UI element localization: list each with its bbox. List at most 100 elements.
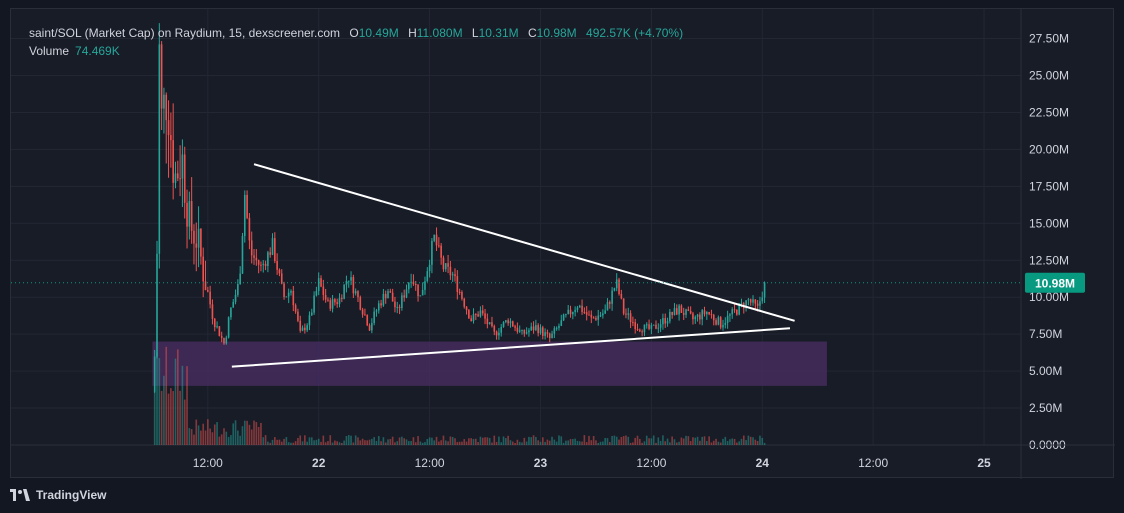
- volume-bar: [352, 442, 355, 445]
- volume-bar: [689, 441, 692, 445]
- volume-bar: [474, 438, 477, 445]
- volume-bar: [412, 437, 415, 445]
- volume-bar: [343, 440, 345, 445]
- candle-body: [451, 274, 454, 276]
- volume-bar: [306, 441, 308, 445]
- volume-bar: [521, 442, 523, 445]
- candle-body: [364, 314, 366, 316]
- legend-symbol-line: saint/SOL (Market Cap) on Raydium, 15, d…: [29, 24, 683, 42]
- volume-bar: [551, 436, 553, 445]
- candle-body: [361, 309, 364, 315]
- candle-body: [186, 202, 188, 227]
- candle-body: [366, 315, 369, 326]
- candle-body: [662, 318, 664, 325]
- candle-body: [315, 290, 318, 296]
- volume-bar: [726, 441, 729, 445]
- candle-body: [629, 313, 632, 323]
- volume-bar: [465, 441, 468, 445]
- volume-bar: [382, 437, 385, 445]
- volume-bar: [740, 438, 743, 445]
- candlestick-chart[interactable]: 27.50M 25.00M 22.50M 20.00M 17.50M 15.00M 12.5…: [11, 9, 1115, 479]
- candle-body: [756, 303, 759, 306]
- candle-body: [260, 264, 262, 266]
- candle-body: [181, 154, 184, 179]
- volume-bar: [424, 442, 426, 445]
- brand-text: TradingView: [36, 488, 107, 502]
- candle-body: [627, 313, 630, 315]
- candle-body: [636, 329, 639, 331]
- x-tick-label: 12:00: [415, 456, 445, 470]
- volume-bar: [345, 436, 348, 445]
- volume-bar: [463, 439, 466, 445]
- volume-bar: [574, 438, 576, 445]
- volume-bar: [216, 422, 218, 445]
- low-value: 10.31M: [478, 26, 519, 40]
- chart-panel[interactable]: 27.50M 25.00M 22.50M 20.00M 17.50M 15.00M 12.5…: [10, 8, 1115, 479]
- volume-bar: [287, 442, 290, 445]
- volume-bar: [186, 366, 188, 445]
- volume-bar: [495, 441, 498, 445]
- candle-body: [717, 317, 720, 325]
- volume-bar: [761, 437, 764, 445]
- candle-body: [403, 295, 405, 298]
- volume-bar: [729, 439, 731, 445]
- candle-body: [606, 302, 609, 311]
- candle-body: [581, 305, 583, 312]
- candle-body: [262, 263, 265, 265]
- candle-body: [752, 299, 754, 303]
- volume-bar: [618, 439, 620, 445]
- volume-bar: [493, 435, 496, 445]
- candle-body: [243, 194, 246, 237]
- candle-body: [274, 238, 276, 262]
- y-tick-label: 27.50M: [1029, 32, 1069, 46]
- volume-bar: [569, 439, 572, 445]
- volume-bar: [174, 358, 177, 445]
- volume-bar: [262, 437, 265, 445]
- tradingview-footer[interactable]: TradingView: [10, 486, 106, 504]
- volume-bar: [183, 399, 186, 445]
- volume-bar: [558, 435, 560, 445]
- candle-body: [664, 318, 667, 324]
- volume-bar: [620, 436, 623, 445]
- volume-bar: [678, 441, 680, 445]
- volume-bar: [359, 440, 362, 445]
- volume-bar: [202, 423, 205, 445]
- candle-body: [297, 311, 299, 321]
- candle-body: [675, 308, 678, 315]
- volume-bar: [622, 436, 625, 445]
- volume-label[interactable]: Volume: [29, 44, 70, 58]
- volume-bar: [634, 437, 637, 445]
- volume-bar: [285, 437, 288, 445]
- candle-body: [710, 314, 713, 316]
- candle-body: [338, 297, 341, 304]
- candle-body: [597, 315, 600, 320]
- symbol-title[interactable]: saint/SOL (Market Cap) on Raydium, 15, d…: [29, 26, 341, 40]
- candle-body: [396, 307, 399, 309]
- volume-bar: [274, 437, 276, 445]
- candle-body: [347, 280, 350, 282]
- candle-body: [153, 356, 156, 392]
- volume-bar: [749, 436, 752, 445]
- candle-body: [454, 274, 456, 277]
- candle-body: [310, 312, 313, 316]
- candle-body: [408, 282, 410, 290]
- volume-bar: [227, 436, 230, 445]
- volume-bar: [334, 440, 336, 445]
- candle-body: [241, 236, 244, 274]
- candle-body: [320, 278, 322, 287]
- volume-bar: [736, 442, 738, 445]
- volume-bar: [715, 438, 717, 445]
- candle-body: [287, 292, 290, 297]
- volume-bar: [396, 441, 399, 445]
- trendline-lower-support[interactable]: [231, 327, 791, 368]
- trendline-upper-resistance[interactable]: [253, 163, 795, 322]
- candle-body: [384, 293, 387, 299]
- volume-bar: [719, 442, 722, 445]
- candle-body: [271, 238, 274, 255]
- volume-bar: [440, 440, 442, 445]
- candle-body: [248, 217, 251, 241]
- candle-body: [424, 281, 426, 290]
- volume-bar: [650, 438, 653, 445]
- candle-body: [562, 314, 565, 321]
- candle-body: [611, 290, 613, 304]
